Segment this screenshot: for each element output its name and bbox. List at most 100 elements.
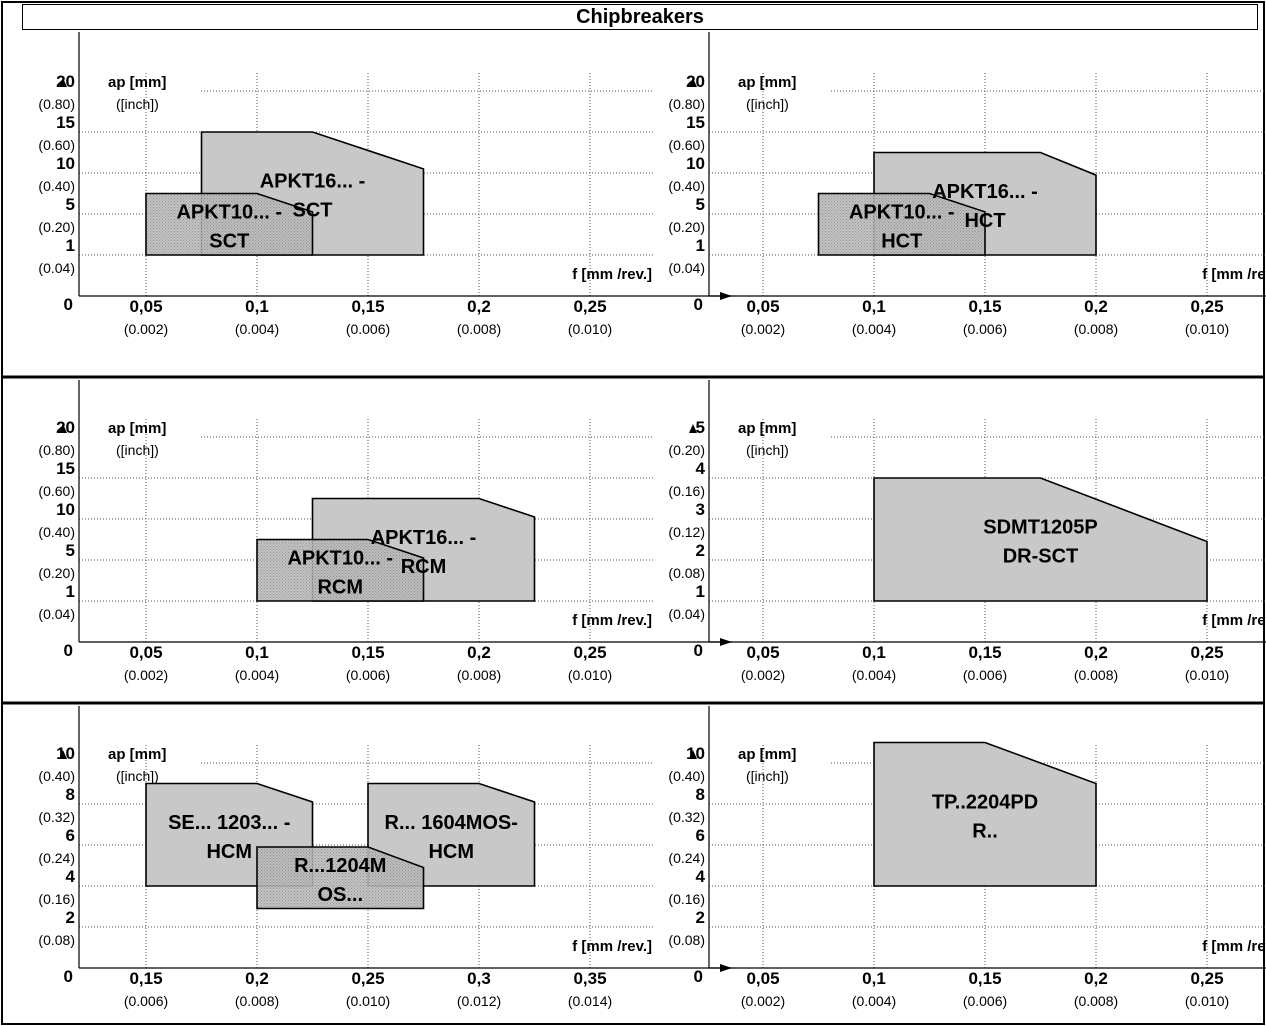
y-tick-label-inch: (0.16) bbox=[38, 891, 75, 907]
y-tick-label: 4 bbox=[66, 867, 76, 886]
region-label: HCT bbox=[964, 210, 1005, 232]
region-label: RCM bbox=[401, 556, 447, 578]
y-tick-label: 8 bbox=[66, 785, 75, 804]
x-tick-label-inch: (0.002) bbox=[124, 321, 168, 337]
region-label: R...1204M bbox=[294, 855, 386, 877]
x-tick-label: 0,3 bbox=[467, 969, 491, 988]
y-tick-label: 20 bbox=[56, 418, 75, 437]
origin-label: 0 bbox=[64, 967, 73, 986]
y-tick-label: 1 bbox=[66, 582, 75, 601]
y-tick-label: 10 bbox=[686, 154, 705, 173]
origin-label: 0 bbox=[694, 641, 703, 660]
x-tick-label-inch: (0.002) bbox=[741, 321, 785, 337]
x-tick-label: 0,05 bbox=[129, 297, 162, 316]
x-tick-label-inch: (0.010) bbox=[568, 321, 612, 337]
x-tick-label-inch: (0.008) bbox=[1074, 667, 1118, 683]
region-label: APKT10... - bbox=[287, 547, 393, 569]
y-axis-label: ap [mm] bbox=[738, 746, 796, 763]
x-tick-label-inch: (0.002) bbox=[124, 667, 168, 683]
y-axis-label-sub: ([inch]) bbox=[746, 96, 789, 112]
y-axis-label: ap [mm] bbox=[108, 420, 166, 437]
x-tick-label: 0,2 bbox=[1084, 643, 1108, 662]
x-axis-label: f [mm /rev.] bbox=[1202, 938, 1266, 955]
x-tick-label: 0,25 bbox=[351, 969, 384, 988]
y-tick-label-inch: (0.08) bbox=[668, 932, 705, 948]
figure-title: Chipbreakers bbox=[22, 4, 1258, 30]
y-tick-label-inch: (0.80) bbox=[668, 96, 705, 112]
x-tick-label: 0,05 bbox=[129, 643, 162, 662]
y-tick-label: 1 bbox=[66, 236, 75, 255]
region-label: SCT bbox=[209, 230, 249, 252]
x-tick-label: 0,05 bbox=[746, 969, 779, 988]
x-tick-label: 0,2 bbox=[1084, 297, 1108, 316]
region-label: DR-SCT bbox=[1003, 546, 1079, 568]
region-label: SCT bbox=[293, 200, 333, 222]
x-tick-label-inch: (0.014) bbox=[568, 993, 612, 1009]
chart-panel: TP..2204PD R.. 2 (0.08) 4 (0.16) 6 (0.24) 8 (0.32… bbox=[668, 706, 1266, 1009]
chart-panel: SDMT1205PDR-SCT1(0.04)2(0.08)3(0.12)4(0.… bbox=[668, 380, 1266, 683]
origin-label: 0 bbox=[64, 295, 73, 314]
y-tick-label: 5 bbox=[696, 418, 705, 437]
region-label: HCT bbox=[881, 230, 922, 252]
y-tick-label: 4 bbox=[696, 867, 706, 886]
x-tick-label: 0,25 bbox=[1190, 297, 1223, 316]
region-label: R... 1604MOS- bbox=[385, 812, 518, 834]
x-tick-label-inch: (0.006) bbox=[963, 993, 1007, 1009]
region-label: APKT10... - bbox=[176, 201, 282, 223]
region-area bbox=[367, 782, 536, 887]
x-tick-label-inch: (0.006) bbox=[346, 667, 390, 683]
chart-panel: APKT16... - SCT APKT10... - SCT 1 (0.04) 5 (0.2… bbox=[38, 32, 732, 337]
x-tick-label: 0,05 bbox=[746, 297, 779, 316]
origin-label: 0 bbox=[694, 295, 703, 314]
y-axis-label-sub: ([inch]) bbox=[116, 96, 159, 112]
x-tick-label: 0,15 bbox=[968, 297, 1001, 316]
y-tick-label: 10 bbox=[56, 744, 75, 763]
region-area bbox=[817, 192, 986, 256]
x-tick-label-inch: (0.004) bbox=[235, 321, 279, 337]
x-tick-label-inch: (0.010) bbox=[346, 993, 390, 1009]
y-tick-label: 5 bbox=[696, 195, 705, 214]
y-tick-label: 5 bbox=[66, 541, 75, 560]
x-tick-label: 0,2 bbox=[245, 969, 269, 988]
region-label: APKT16... - bbox=[260, 171, 366, 193]
y-tick-label: 5 bbox=[66, 195, 75, 214]
x-tick-label-inch: (0.008) bbox=[457, 321, 501, 337]
region-label: APKT10... - bbox=[849, 201, 955, 223]
y-tick-label-inch: (0.60) bbox=[38, 137, 75, 153]
x-tick-label: 0,25 bbox=[1190, 969, 1223, 988]
y-tick-label: 20 bbox=[56, 72, 75, 91]
x-tick-label-inch: (0.008) bbox=[235, 993, 279, 1009]
x-tick-label-inch: (0.010) bbox=[1185, 993, 1229, 1009]
x-tick-label-inch: (0.012) bbox=[457, 993, 501, 1009]
y-tick-label: 10 bbox=[686, 744, 705, 763]
y-tick-label-inch: (0.32) bbox=[38, 809, 75, 825]
x-tick-label-inch: (0.002) bbox=[741, 993, 785, 1009]
y-axis-arrow bbox=[689, 750, 697, 759]
x-tick-label: 0,25 bbox=[573, 643, 606, 662]
x-tick-label-inch: (0.010) bbox=[1185, 667, 1229, 683]
x-tick-label-inch: (0.008) bbox=[457, 667, 501, 683]
origin-label: 0 bbox=[64, 641, 73, 660]
region-label: APKT16... - bbox=[371, 527, 477, 549]
x-tick-label-inch: (0.004) bbox=[852, 993, 896, 1009]
y-tick-label-inch: (0.80) bbox=[38, 442, 75, 458]
region-label: RCM bbox=[317, 576, 363, 598]
x-axis-label: f [mm /rev.] bbox=[572, 938, 652, 955]
y-axis-arrow bbox=[689, 424, 697, 433]
x-tick-label-inch: (0.008) bbox=[1074, 321, 1118, 337]
region-area bbox=[873, 477, 1208, 602]
y-tick-label-inch: (0.04) bbox=[668, 260, 705, 276]
y-tick-label-inch: (0.20) bbox=[38, 219, 75, 235]
region-label: R.. bbox=[972, 820, 998, 842]
x-tick-label-inch: (0.006) bbox=[963, 321, 1007, 337]
y-tick-label-inch: (0.40) bbox=[38, 178, 75, 194]
y-tick-label-inch: (0.04) bbox=[668, 606, 705, 622]
x-tick-label: 0,1 bbox=[245, 297, 269, 316]
y-tick-label-inch: (0.20) bbox=[38, 565, 75, 581]
region-area bbox=[256, 846, 425, 910]
x-tick-label-inch: (0.004) bbox=[852, 667, 896, 683]
y-tick-label: 2 bbox=[66, 908, 75, 927]
x-tick-label-inch: (0.008) bbox=[1074, 993, 1118, 1009]
x-tick-label: 0,15 bbox=[129, 969, 162, 988]
